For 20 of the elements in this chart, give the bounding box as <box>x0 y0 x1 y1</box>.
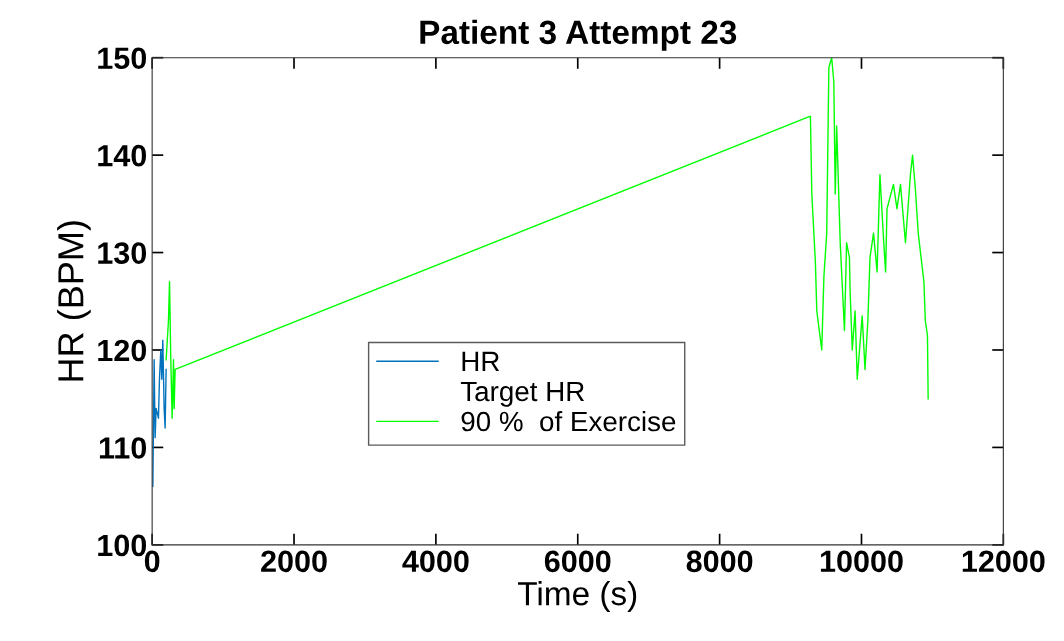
x-tick-label: 10000 <box>820 550 903 573</box>
y-axis-title: HR (BPM) <box>57 221 91 381</box>
x-tick-label: 2000 <box>261 550 327 573</box>
text: Target HR <box>460 381 585 407</box>
x-tick-label: 8000 <box>686 550 753 573</box>
x-tick-label: 4000 <box>402 550 469 573</box>
x-tick-label: 0 <box>144 550 160 573</box>
legend-label: HR <box>462 351 500 371</box>
chart-title: Patient 3 Attempt 23 <box>420 19 737 51</box>
y-tick-label: 120 <box>98 339 147 362</box>
y-tick-label: 140 <box>98 144 147 167</box>
y-tick-label: 130 <box>98 242 147 264</box>
x-tick-label: 12000 <box>962 550 1045 573</box>
y-tick-label: 150 <box>98 47 147 70</box>
line-series <box>152 339 167 488</box>
y-tick-label: 100 <box>98 534 147 557</box>
x-axis-title: Time (s) <box>518 580 637 613</box>
legend-label: 90 % of Exercise <box>461 410 676 432</box>
y-tick-label: 110 <box>99 437 147 459</box>
x-tick-label: 6000 <box>544 550 611 573</box>
